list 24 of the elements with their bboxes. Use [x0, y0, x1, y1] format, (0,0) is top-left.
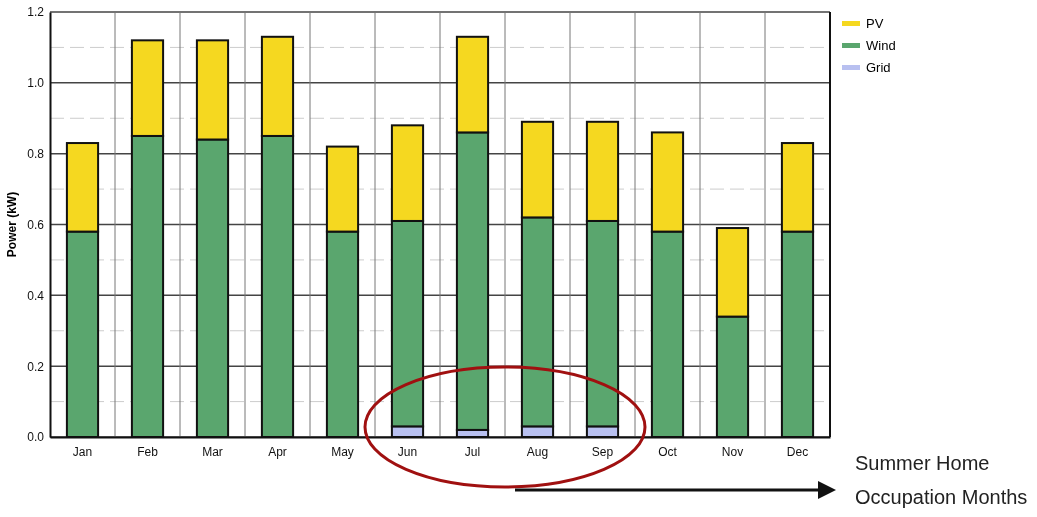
- x-tick-label: Aug: [526, 444, 549, 459]
- y-tick-label: 0.6: [27, 217, 45, 232]
- x-tick-label: Jun: [397, 444, 418, 459]
- y-tick-label: 1.0: [27, 76, 45, 91]
- x-tick-label: Oct: [658, 444, 678, 459]
- x-tick-label: Apr: [268, 444, 287, 459]
- y-tick-label: 0.8: [27, 147, 45, 162]
- legend-label: Grid: [866, 60, 891, 75]
- text: Summer Home Occupation Months: [855, 451, 1029, 510]
- y-tick-label: 0.0: [27, 430, 45, 445]
- x-tick-label: Dec: [786, 444, 809, 459]
- legend-label: PV: [866, 16, 884, 31]
- x-tick-label: Feb: [137, 444, 159, 459]
- x-tick-label: May: [331, 444, 354, 459]
- y-tick-label: 0.4: [27, 288, 45, 303]
- y-axis-title: Power (kW): [5, 191, 19, 258]
- legend-label: Wind: [866, 38, 896, 53]
- x-tick-label: Jan: [72, 444, 93, 459]
- y-tick-label: 1.2: [27, 5, 45, 20]
- x-tick-label: Nov: [721, 444, 744, 459]
- y-tick-label: 0.2: [27, 359, 45, 374]
- x-tick-label: Sep: [591, 444, 614, 459]
- x-tick-label: Mar: [202, 444, 223, 459]
- x-tick-label: Jul: [464, 444, 481, 459]
